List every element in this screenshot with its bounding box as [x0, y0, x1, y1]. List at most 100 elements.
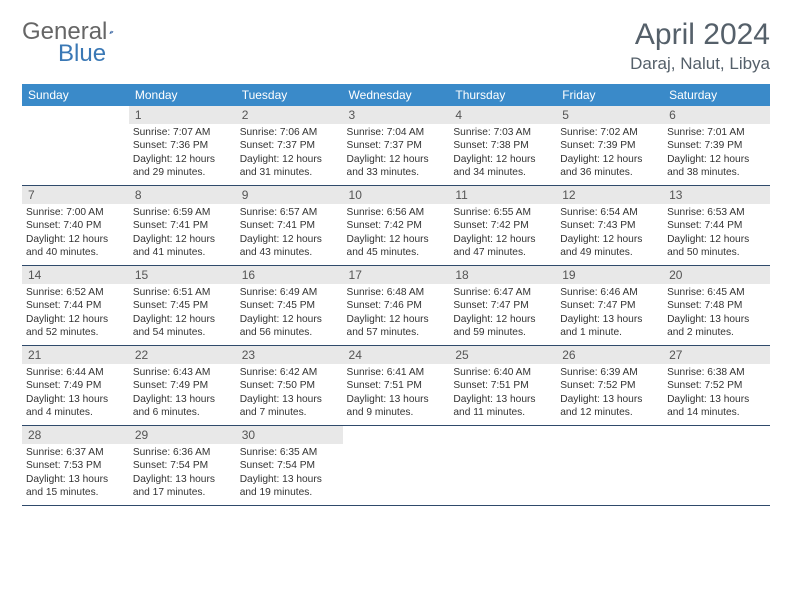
day-number: 30: [236, 426, 343, 444]
calendar-cell: 14Sunrise: 6:52 AMSunset: 7:44 PMDayligh…: [22, 266, 129, 346]
day-body: Sunrise: 6:37 AMSunset: 7:53 PMDaylight:…: [22, 444, 129, 505]
day-body: Sunrise: 6:59 AMSunset: 7:41 PMDaylight:…: [129, 204, 236, 265]
calendar-cell: 4Sunrise: 7:03 AMSunset: 7:38 PMDaylight…: [449, 106, 556, 186]
day-body: Sunrise: 7:00 AMSunset: 7:40 PMDaylight:…: [22, 204, 129, 265]
day-number: 29: [129, 426, 236, 444]
calendar-cell: 27Sunrise: 6:38 AMSunset: 7:52 PMDayligh…: [663, 346, 770, 426]
day-body: Sunrise: 6:43 AMSunset: 7:49 PMDaylight:…: [129, 364, 236, 425]
calendar-row: 28Sunrise: 6:37 AMSunset: 7:53 PMDayligh…: [22, 426, 770, 506]
weekday-header: Sunday: [22, 84, 129, 106]
calendar-cell: 8Sunrise: 6:59 AMSunset: 7:41 PMDaylight…: [129, 186, 236, 266]
day-number: 23: [236, 346, 343, 364]
location: Daraj, Nalut, Libya: [630, 54, 770, 74]
day-body: Sunrise: 7:07 AMSunset: 7:36 PMDaylight:…: [129, 124, 236, 185]
calendar-cell: 15Sunrise: 6:51 AMSunset: 7:45 PMDayligh…: [129, 266, 236, 346]
day-number: 18: [449, 266, 556, 284]
day-number: 7: [22, 186, 129, 204]
calendar-cell: 2Sunrise: 7:06 AMSunset: 7:37 PMDaylight…: [236, 106, 343, 186]
day-body: Sunrise: 7:02 AMSunset: 7:39 PMDaylight:…: [556, 124, 663, 185]
day-number: 16: [236, 266, 343, 284]
day-body: Sunrise: 7:06 AMSunset: 7:37 PMDaylight:…: [236, 124, 343, 185]
day-number: 1: [129, 106, 236, 124]
day-body: Sunrise: 6:36 AMSunset: 7:54 PMDaylight:…: [129, 444, 236, 505]
calendar-cell: 5Sunrise: 7:02 AMSunset: 7:39 PMDaylight…: [556, 106, 663, 186]
calendar-cell: ..: [343, 426, 450, 506]
calendar-cell: 11Sunrise: 6:55 AMSunset: 7:42 PMDayligh…: [449, 186, 556, 266]
calendar-cell: 10Sunrise: 6:56 AMSunset: 7:42 PMDayligh…: [343, 186, 450, 266]
day-number: 9: [236, 186, 343, 204]
day-number: 27: [663, 346, 770, 364]
day-body: Sunrise: 6:52 AMSunset: 7:44 PMDaylight:…: [22, 284, 129, 345]
logo-sail-icon: [109, 22, 114, 42]
day-number: 8: [129, 186, 236, 204]
day-body: Sunrise: 7:04 AMSunset: 7:37 PMDaylight:…: [343, 124, 450, 185]
calendar-row: 7Sunrise: 7:00 AMSunset: 7:40 PMDaylight…: [22, 186, 770, 266]
calendar-cell: 18Sunrise: 6:47 AMSunset: 7:47 PMDayligh…: [449, 266, 556, 346]
weekday-header: Friday: [556, 84, 663, 106]
day-body: Sunrise: 6:38 AMSunset: 7:52 PMDaylight:…: [663, 364, 770, 425]
logo-text-b: Blue: [58, 40, 106, 68]
calendar-cell: 6Sunrise: 7:01 AMSunset: 7:39 PMDaylight…: [663, 106, 770, 186]
day-number: 26: [556, 346, 663, 364]
title-block: April 2024 Daraj, Nalut, Libya: [630, 18, 770, 74]
calendar-cell: 28Sunrise: 6:37 AMSunset: 7:53 PMDayligh…: [22, 426, 129, 506]
day-body: Sunrise: 6:39 AMSunset: 7:52 PMDaylight:…: [556, 364, 663, 425]
day-body: Sunrise: 6:42 AMSunset: 7:50 PMDaylight:…: [236, 364, 343, 425]
day-body: Sunrise: 6:41 AMSunset: 7:51 PMDaylight:…: [343, 364, 450, 425]
calendar-cell: 13Sunrise: 6:53 AMSunset: 7:44 PMDayligh…: [663, 186, 770, 266]
calendar-cell: ..: [22, 106, 129, 186]
day-number: 2: [236, 106, 343, 124]
day-number: 20: [663, 266, 770, 284]
day-number: 5: [556, 106, 663, 124]
day-number: 19: [556, 266, 663, 284]
day-number: 28: [22, 426, 129, 444]
calendar-cell: 12Sunrise: 6:54 AMSunset: 7:43 PMDayligh…: [556, 186, 663, 266]
calendar-cell: 25Sunrise: 6:40 AMSunset: 7:51 PMDayligh…: [449, 346, 556, 426]
calendar-cell: 21Sunrise: 6:44 AMSunset: 7:49 PMDayligh…: [22, 346, 129, 426]
day-number: 14: [22, 266, 129, 284]
calendar-cell: 22Sunrise: 6:43 AMSunset: 7:49 PMDayligh…: [129, 346, 236, 426]
calendar-row: 14Sunrise: 6:52 AMSunset: 7:44 PMDayligh…: [22, 266, 770, 346]
calendar-cell: ..: [449, 426, 556, 506]
calendar-row: ..1Sunrise: 7:07 AMSunset: 7:36 PMDaylig…: [22, 106, 770, 186]
day-body: Sunrise: 6:55 AMSunset: 7:42 PMDaylight:…: [449, 204, 556, 265]
weekday-header: Thursday: [449, 84, 556, 106]
day-number: 3: [343, 106, 450, 124]
calendar-cell: ..: [556, 426, 663, 506]
day-number: 4: [449, 106, 556, 124]
day-body: Sunrise: 6:45 AMSunset: 7:48 PMDaylight:…: [663, 284, 770, 345]
day-body: Sunrise: 6:49 AMSunset: 7:45 PMDaylight:…: [236, 284, 343, 345]
day-number: 6: [663, 106, 770, 124]
day-body: Sunrise: 6:53 AMSunset: 7:44 PMDaylight:…: [663, 204, 770, 265]
calendar-cell: 24Sunrise: 6:41 AMSunset: 7:51 PMDayligh…: [343, 346, 450, 426]
header: General April 2024 Daraj, Nalut, Libya: [22, 18, 770, 74]
calendar-cell: 3Sunrise: 7:04 AMSunset: 7:37 PMDaylight…: [343, 106, 450, 186]
calendar-table: SundayMondayTuesdayWednesdayThursdayFrid…: [22, 84, 770, 506]
day-body: Sunrise: 7:01 AMSunset: 7:39 PMDaylight:…: [663, 124, 770, 185]
calendar-cell: 16Sunrise: 6:49 AMSunset: 7:45 PMDayligh…: [236, 266, 343, 346]
day-number: 21: [22, 346, 129, 364]
weekday-header-row: SundayMondayTuesdayWednesdayThursdayFrid…: [22, 84, 770, 106]
calendar-row: 21Sunrise: 6:44 AMSunset: 7:49 PMDayligh…: [22, 346, 770, 426]
weekday-header: Saturday: [663, 84, 770, 106]
calendar-cell: 7Sunrise: 7:00 AMSunset: 7:40 PMDaylight…: [22, 186, 129, 266]
day-number: 22: [129, 346, 236, 364]
day-number: 11: [449, 186, 556, 204]
logo-second-line: Blue: [22, 40, 106, 68]
calendar-cell: 19Sunrise: 6:46 AMSunset: 7:47 PMDayligh…: [556, 266, 663, 346]
day-number: 13: [663, 186, 770, 204]
month-year: April 2024: [630, 18, 770, 52]
calendar-body: ..1Sunrise: 7:07 AMSunset: 7:36 PMDaylig…: [22, 106, 770, 506]
day-body: Sunrise: 6:40 AMSunset: 7:51 PMDaylight:…: [449, 364, 556, 425]
day-number: 12: [556, 186, 663, 204]
day-number: 15: [129, 266, 236, 284]
day-body: Sunrise: 6:48 AMSunset: 7:46 PMDaylight:…: [343, 284, 450, 345]
day-body: Sunrise: 6:57 AMSunset: 7:41 PMDaylight:…: [236, 204, 343, 265]
day-body: Sunrise: 7:03 AMSunset: 7:38 PMDaylight:…: [449, 124, 556, 185]
day-body: Sunrise: 6:54 AMSunset: 7:43 PMDaylight:…: [556, 204, 663, 265]
day-body: Sunrise: 6:46 AMSunset: 7:47 PMDaylight:…: [556, 284, 663, 345]
day-number: 24: [343, 346, 450, 364]
calendar-cell: 23Sunrise: 6:42 AMSunset: 7:50 PMDayligh…: [236, 346, 343, 426]
day-number: 10: [343, 186, 450, 204]
day-body: Sunrise: 6:35 AMSunset: 7:54 PMDaylight:…: [236, 444, 343, 505]
